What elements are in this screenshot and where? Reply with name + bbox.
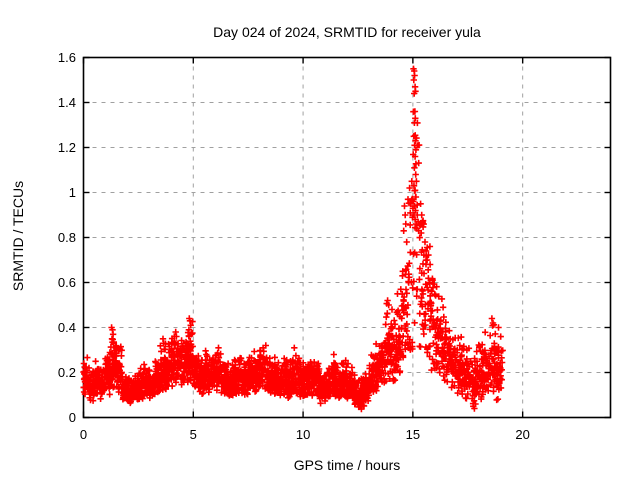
- scatter-series: [80, 65, 506, 413]
- y-tick-label: 0.4: [58, 320, 76, 335]
- x-tick-label: 10: [296, 427, 310, 442]
- y-tick-label: 1: [69, 185, 76, 200]
- x-tick-label: 20: [515, 427, 529, 442]
- x-axis-label: GPS time / hours: [293, 457, 401, 473]
- y-tick-label: 1.4: [58, 95, 76, 110]
- x-tick-label: 0: [80, 427, 87, 442]
- x-tick-label: 15: [406, 427, 420, 442]
- x-tick-label: 5: [190, 427, 197, 442]
- chart-title: Day 024 of 2024, SRMTID for receiver yul…: [213, 24, 481, 40]
- y-tick-label: 1.2: [58, 140, 76, 155]
- y-tick-label: 0: [69, 410, 76, 425]
- y-tick-label: 0.2: [58, 365, 76, 380]
- y-tick-label: 0.8: [58, 230, 76, 245]
- y-tick-label: 1.6: [58, 50, 76, 65]
- y-tick-label: 0.6: [58, 275, 76, 290]
